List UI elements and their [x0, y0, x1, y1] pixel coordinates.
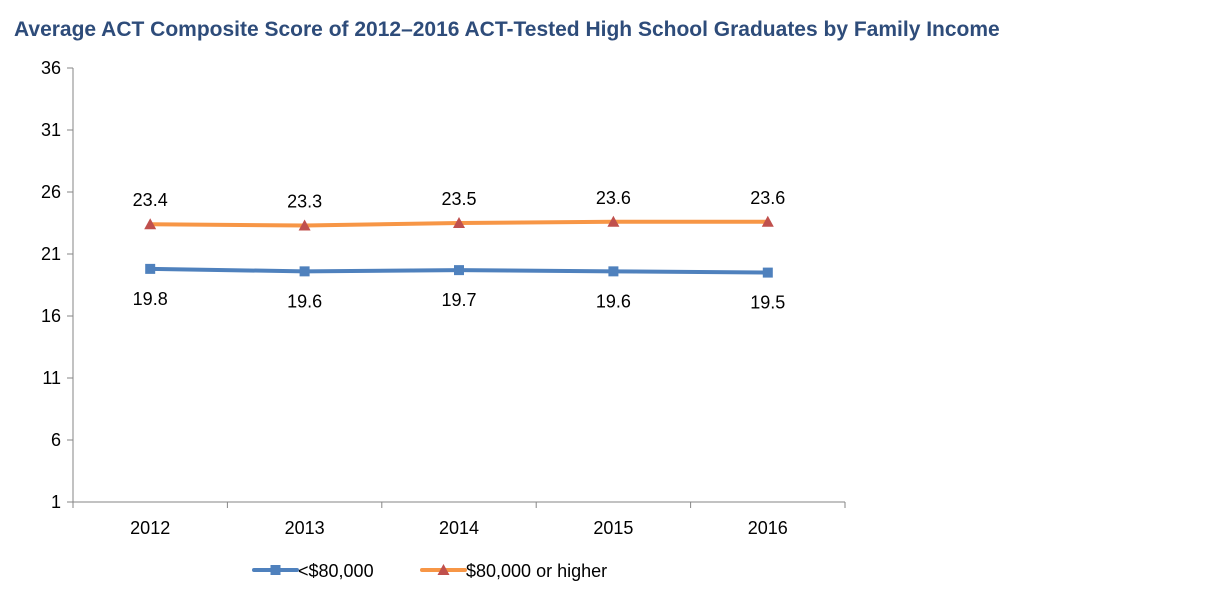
x-tick-label: 2012 — [130, 518, 170, 538]
legend-swatch-marker — [270, 565, 281, 575]
series-group: 23.4 23.3 23.5 23.6 23.6 — [133, 188, 785, 231]
data-point — [608, 266, 619, 277]
y-tick-label: 31 — [41, 120, 61, 140]
y-tick-label: 6 — [51, 430, 61, 450]
data-label: 23.3 — [287, 191, 322, 211]
y-tick-label: 26 — [41, 182, 61, 202]
data-point — [144, 218, 157, 230]
y-tick-label: 1 — [51, 492, 61, 512]
data-point — [299, 266, 310, 277]
data-point — [762, 267, 773, 278]
data-point — [453, 217, 465, 228]
data-point — [298, 219, 311, 231]
y-tick-label: 16 — [41, 306, 61, 326]
chart-title: Average ACT Composite Score of 2012–2016… — [14, 18, 1000, 41]
chart-legend: <$80,000 $80,000 or higher — [252, 561, 607, 581]
data-label: 19.8 — [133, 289, 168, 309]
data-label: 23.6 — [596, 188, 631, 208]
legend-label: <$80,000 — [298, 561, 374, 581]
series-group: 19.8 19.6 19.7 19.6 19.5 — [133, 263, 785, 313]
data-label: 23.6 — [750, 188, 785, 208]
data-point — [454, 265, 464, 276]
data-label: 19.7 — [441, 290, 476, 310]
data-label: 23.5 — [441, 189, 476, 209]
data-point — [607, 215, 620, 227]
y-tick-label: 21 — [41, 244, 61, 264]
data-label: 19.5 — [750, 293, 785, 313]
data-point — [145, 263, 156, 274]
data-label: 19.6 — [596, 291, 631, 311]
legend-item: <$80,000 — [252, 561, 374, 581]
legend-swatch-marker — [437, 564, 450, 575]
data-point — [761, 215, 774, 227]
x-tick-label: 2013 — [285, 518, 325, 538]
legend-label: $80,000 or higher — [466, 561, 607, 581]
y-tick-label: 36 — [41, 58, 61, 78]
data-label: 19.6 — [287, 291, 322, 311]
legend-item: $80,000 or higher — [420, 561, 607, 581]
x-tick-label: 2015 — [593, 518, 633, 538]
x-tick-label: 2014 — [439, 518, 479, 538]
x-tick-label: 2016 — [748, 518, 788, 538]
y-tick-label: 11 — [42, 368, 61, 388]
data-label: 23.4 — [133, 190, 168, 210]
chart-series: 19.8 19.6 19.7 19.6 19.5 23.4 23.3 23.5 23.6 23.6 — [133, 188, 786, 313]
